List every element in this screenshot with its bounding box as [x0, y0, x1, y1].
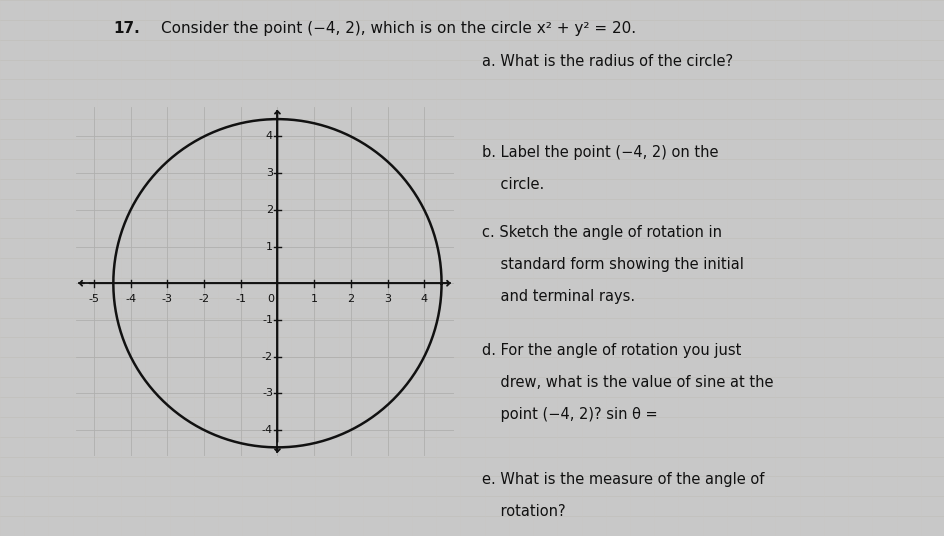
Text: 1: 1: [311, 294, 317, 303]
Text: -2: -2: [261, 352, 273, 362]
Text: d. For the angle of rotation you just: d. For the angle of rotation you just: [481, 343, 740, 358]
Text: Consider the point (−4, 2), which is on the circle x² + y² = 20.: Consider the point (−4, 2), which is on …: [160, 21, 635, 36]
Text: -3: -3: [261, 389, 273, 398]
Text: circle.: circle.: [481, 177, 544, 192]
Text: -4: -4: [125, 294, 136, 303]
Text: -5: -5: [89, 294, 99, 303]
Text: 3: 3: [383, 294, 391, 303]
Text: point (−4, 2)? sin θ =: point (−4, 2)? sin θ =: [481, 407, 657, 422]
Text: standard form showing the initial: standard form showing the initial: [481, 257, 743, 272]
Text: a. What is the radius of the circle?: a. What is the radius of the circle?: [481, 54, 733, 69]
Text: 2: 2: [346, 294, 354, 303]
Text: c. Sketch the angle of rotation in: c. Sketch the angle of rotation in: [481, 225, 721, 240]
Text: rotation?: rotation?: [481, 504, 565, 519]
Text: 4: 4: [265, 131, 273, 142]
Text: 3: 3: [266, 168, 273, 178]
Text: e. What is the measure of the angle of: e. What is the measure of the angle of: [481, 472, 764, 487]
Text: b. Label the point (−4, 2) on the: b. Label the point (−4, 2) on the: [481, 145, 717, 160]
Text: -2: -2: [198, 294, 210, 303]
Text: and terminal rays.: and terminal rays.: [481, 289, 634, 304]
Text: 17.: 17.: [113, 21, 140, 36]
Text: -3: -3: [161, 294, 173, 303]
Text: -1: -1: [235, 294, 246, 303]
Text: -4: -4: [261, 425, 273, 435]
Text: 2: 2: [265, 205, 273, 215]
Text: 1: 1: [266, 242, 273, 251]
Text: 4: 4: [420, 294, 428, 303]
Text: -1: -1: [261, 315, 273, 325]
Text: 0: 0: [266, 294, 274, 303]
Text: drew, what is the value of sine at the: drew, what is the value of sine at the: [481, 375, 772, 390]
